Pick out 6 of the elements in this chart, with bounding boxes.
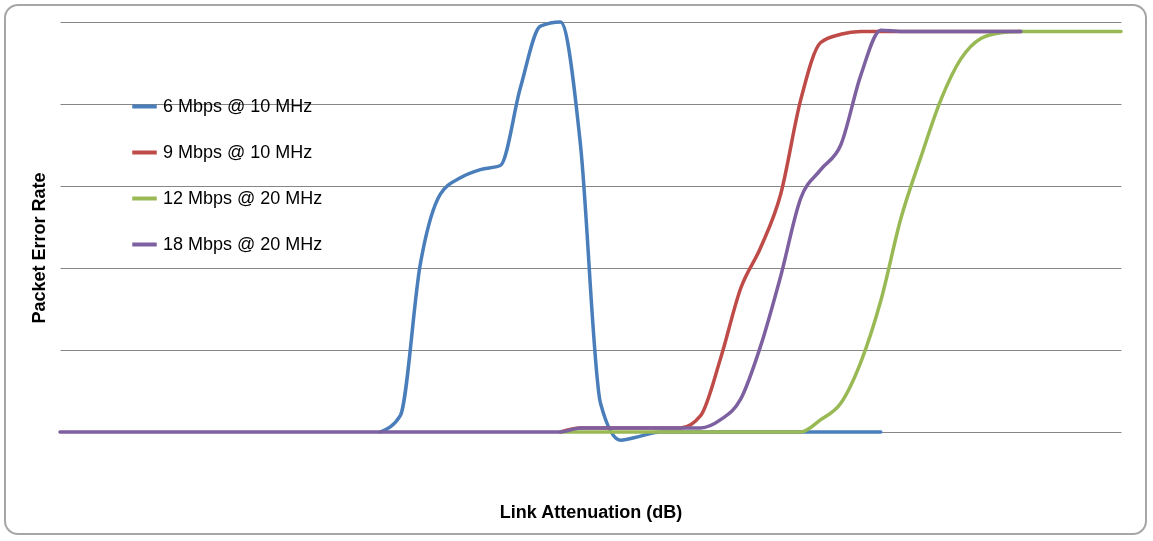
legend-label: 9 Mbps @ 10 MHz (163, 141, 313, 162)
y-axis-title: Packet Error Rate (28, 172, 49, 324)
x-axis-title: Link Attenuation (dB) (499, 501, 683, 522)
legend-label: 6 Mbps @ 10 MHz (163, 95, 313, 116)
legend-label: 12 Mbps @ 20 MHz (163, 187, 323, 208)
legend-label: 18 Mbps @ 20 MHz (163, 233, 323, 254)
